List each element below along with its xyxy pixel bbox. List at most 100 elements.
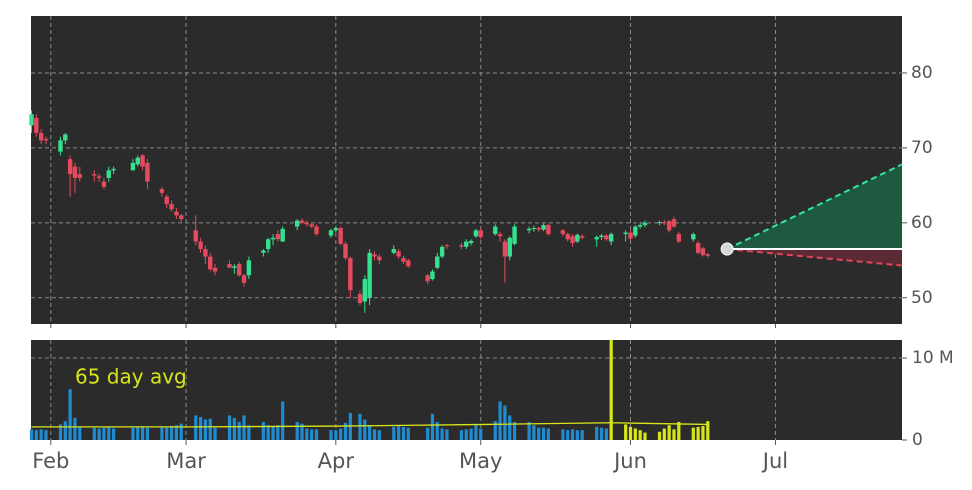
candle-body [502,241,508,257]
volume-bar [493,421,497,440]
volume-bar [343,422,348,440]
volume-bar [314,429,319,440]
volume-bar [136,426,140,440]
price-panel [31,16,902,324]
volume-bar [179,423,183,440]
volume-bar [372,429,377,440]
candle-body [695,243,701,253]
y-tick-label: 0 [912,430,923,450]
candle-body [700,248,706,256]
volume-bar [561,429,565,440]
price-layer: 50 60 70 80 [29,16,933,328]
candle-body [628,232,633,239]
candle-body [497,234,503,237]
volume-bar [232,417,236,440]
candle-body [430,271,435,280]
candle-body [372,254,377,257]
candle-body [338,228,343,244]
volume-bar [541,427,546,440]
candle-body [179,215,184,220]
candle-body [435,256,440,268]
volume-bar [464,429,468,440]
volume-bar [339,428,343,440]
volume-bar [575,430,579,440]
forecast-upper-area [727,164,902,250]
volume-bar [445,429,449,440]
volume-bar [300,423,304,440]
candle-body [579,236,585,238]
volume-bar [227,415,232,440]
volume-bar [237,421,241,440]
candle-body [232,266,237,268]
volume-bar [363,419,367,440]
volume-bar [662,428,666,440]
x-tick-label: Jun [612,449,647,473]
candle-body [343,243,348,259]
volume-bar [537,427,541,440]
volume-bar [107,426,111,440]
volume-bar [657,431,662,440]
candle-body [309,224,314,227]
volume-bar [165,427,169,440]
y-tick-label: 60 [911,213,933,233]
x-tick-label: Feb [32,449,69,473]
candle-body [237,264,242,276]
volume-bar [305,428,309,440]
volume-bar [503,405,507,440]
volume-bar [34,430,38,440]
volume-bar [604,428,608,440]
volume-bar [198,417,203,440]
candle-body [275,234,281,240]
candle-body [425,275,430,282]
volume-bar [63,421,67,440]
volume-bar [174,425,179,440]
candle-body [478,230,483,238]
volume-bar [609,340,613,440]
candle-body [140,155,145,167]
candle-body [526,228,532,231]
candle-body [198,241,203,250]
x-tick-label: Mar [166,449,206,473]
volume-bar [440,428,444,440]
x-tick-label: Jul [761,449,788,473]
candle-body [642,222,648,226]
candle-body [314,226,319,235]
volume-bar [68,389,72,440]
volume-bar [97,428,101,440]
volume-panel [31,340,902,440]
candle-body [159,189,165,193]
candle-body [280,228,285,242]
volume-bar [580,430,584,440]
volume-bar [667,425,671,440]
volume-bar [638,430,642,440]
candle-body [77,174,82,178]
volume-bar [508,415,512,440]
volume-bar [426,427,430,440]
candle-body [662,222,667,224]
volume-bar [696,426,700,440]
candle-body [512,226,517,244]
volume-bar [203,419,207,440]
volume-bar [92,427,96,440]
y-tick-label: 70 [911,138,933,158]
candle-body [130,162,136,171]
volume-bar [160,426,164,440]
candle-body [575,234,580,242]
candle-body [208,256,213,270]
x-tick-label: May [459,449,502,473]
y-tick-label: 10 M [912,348,954,368]
volume-bar [435,421,439,440]
candle-body [666,221,672,231]
candle-body [560,230,566,235]
candle-body [391,249,396,253]
volume-bar [643,432,647,440]
volume-bar [599,427,604,440]
volume-bar [691,427,695,440]
volume-bar [397,426,401,440]
volume-bar [247,425,251,440]
candle-body [444,245,450,247]
volume-bar [430,413,435,440]
candle-body [101,181,107,187]
volume-bar [624,424,628,440]
